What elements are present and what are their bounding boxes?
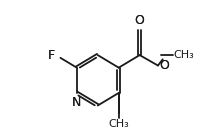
Text: N: N [72, 96, 82, 109]
Text: CH₃: CH₃ [108, 119, 129, 129]
Text: CH₃: CH₃ [174, 50, 194, 60]
Text: O: O [135, 14, 145, 27]
Text: F: F [48, 49, 55, 62]
Text: O: O [159, 59, 169, 72]
Text: O: O [135, 14, 145, 27]
Text: N: N [72, 96, 82, 109]
Text: F: F [48, 49, 55, 62]
Text: O: O [159, 59, 169, 72]
